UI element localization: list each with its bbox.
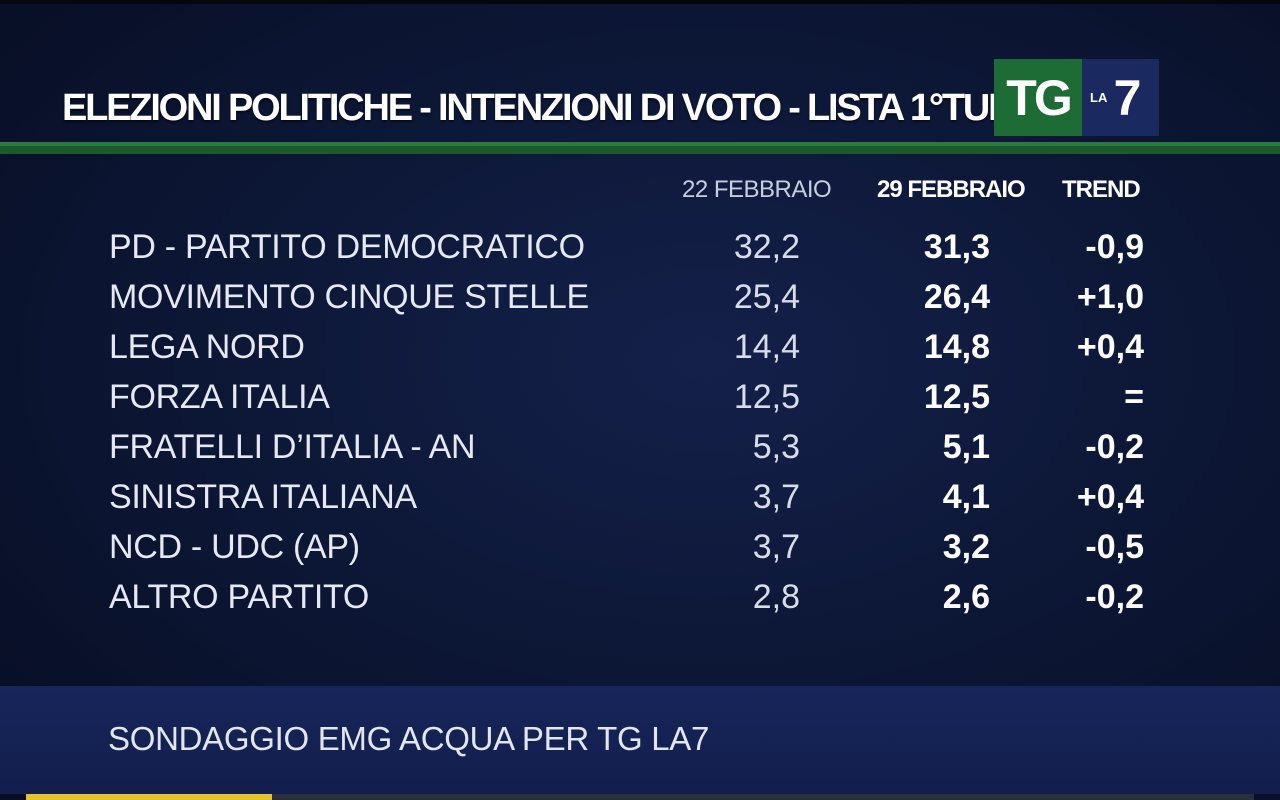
logo-seven-text: 7 (1113, 69, 1142, 126)
poll-table: PD - PARTITO DEMOCRATICO 32,2 31,3 -0,9 … (0, 222, 1280, 622)
trend-value: -0,2 (1085, 578, 1144, 616)
trend-value: -0,9 (1085, 228, 1144, 266)
current-value: 26,4 (923, 278, 990, 316)
trend-value: -0,2 (1085, 428, 1144, 466)
party-name: ALTRO PARTITO (109, 578, 369, 616)
source-text: SONDAGGIO EMG ACQUA PER TG LA7 (108, 720, 710, 757)
party-name: FORZA ITALIA (109, 378, 330, 416)
current-value: 4,1 (942, 478, 990, 516)
current-value: 2,6 (942, 578, 990, 616)
previous-value: 2,8 (752, 578, 800, 616)
previous-value: 3,7 (752, 528, 800, 566)
trend-value: +1,0 (1076, 278, 1144, 316)
trend-value: +0,4 (1076, 478, 1144, 516)
previous-value: 14,4 (733, 328, 800, 366)
trend-value: -0,5 (1085, 528, 1144, 566)
current-value: 5,1 (942, 428, 990, 466)
table-row: FORZA ITALIA 12,5 12,5 = (0, 372, 1280, 422)
previous-value: 32,2 (733, 228, 800, 266)
current-value: 3,2 (942, 528, 990, 566)
previous-value: 5,3 (752, 428, 800, 466)
title-divider (0, 142, 1280, 154)
playback-progress-bar[interactable] (26, 794, 1254, 800)
party-name: LEGA NORD (109, 328, 305, 366)
party-name: NCD - UDC (AP) (109, 528, 360, 566)
table-row: PD - PARTITO DEMOCRATICO 32,2 31,3 -0,9 (0, 222, 1280, 272)
current-value: 14,8 (923, 328, 990, 366)
source-footer (0, 686, 1280, 794)
table-row: NCD - UDC (AP) 3,7 3,2 -0,5 (0, 522, 1280, 572)
party-name: SINISTRA ITALIANA (109, 478, 417, 516)
previous-value: 25,4 (733, 278, 800, 316)
playback-progress-fill (26, 794, 272, 800)
party-name: MOVIMENTO CINQUE STELLE (109, 278, 589, 316)
table-row: LEGA NORD 14,4 14,8 +0,4 (0, 322, 1280, 372)
trend-value: +0,4 (1076, 328, 1144, 366)
previous-value: 12,5 (733, 378, 800, 416)
table-row: ALTRO PARTITO 2,8 2,6 -0,2 (0, 572, 1280, 622)
logo-la-text: LA (1090, 90, 1108, 105)
party-name: FRATELLI D’ITALIA - AN (109, 428, 476, 466)
tg-la7-logo: TG LA 7 (994, 59, 1159, 136)
column-header-trend: TREND (1062, 176, 1141, 203)
party-name: PD - PARTITO DEMOCRATICO (109, 228, 585, 266)
table-row: MOVIMENTO CINQUE STELLE 25,4 26,4 +1,0 (0, 272, 1280, 322)
trend-value: = (1124, 378, 1144, 416)
table-row: SINISTRA ITALIANA 3,7 4,1 +0,4 (0, 472, 1280, 522)
table-row: FRATELLI D’ITALIA - AN 5,3 5,1 -0,2 (0, 422, 1280, 472)
column-header-current: 29 FEBBRAIO (877, 176, 1026, 203)
current-value: 31,3 (923, 228, 990, 266)
top-edge (0, 0, 1280, 4)
previous-value: 3,7 (752, 478, 800, 516)
logo-la7-block: LA 7 (1082, 59, 1159, 136)
logo-tg-text: TG (994, 59, 1082, 136)
current-value: 12,5 (923, 378, 990, 416)
column-header-previous: 22 FEBBRAIO (682, 176, 832, 203)
page-title: ELEZIONI POLITICHE - INTENZIONI DI VOTO … (62, 87, 997, 129)
